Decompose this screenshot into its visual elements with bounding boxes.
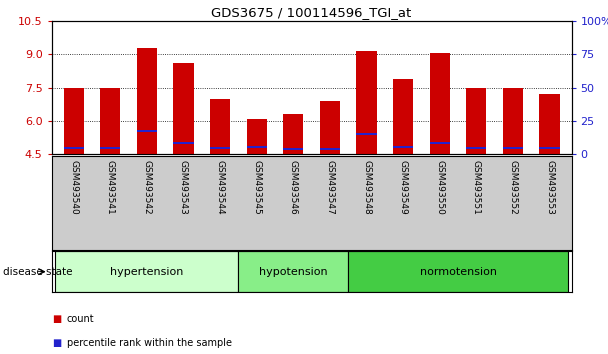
Bar <box>503 88 523 154</box>
Bar <box>64 148 84 149</box>
Bar <box>393 146 413 148</box>
Bar <box>137 130 157 132</box>
Text: GSM493548: GSM493548 <box>362 160 371 215</box>
Text: GSM493551: GSM493551 <box>472 160 481 215</box>
Text: GSM493541: GSM493541 <box>106 160 115 215</box>
Bar <box>320 148 340 150</box>
Text: GSM493550: GSM493550 <box>435 160 444 215</box>
Bar <box>356 51 376 154</box>
Bar <box>430 142 450 144</box>
Bar <box>210 147 230 149</box>
Text: hypotension: hypotension <box>259 267 328 277</box>
Bar <box>320 101 340 154</box>
Bar <box>64 88 84 154</box>
Bar <box>539 147 559 149</box>
Text: GSM493544: GSM493544 <box>216 160 224 215</box>
Text: ■: ■ <box>52 314 61 324</box>
Bar <box>430 53 450 154</box>
Text: GSM493545: GSM493545 <box>252 160 261 215</box>
Bar <box>247 119 267 154</box>
Text: ■: ■ <box>52 338 61 348</box>
Bar <box>210 99 230 154</box>
Bar <box>356 133 376 135</box>
Bar <box>283 148 303 150</box>
Text: normotension: normotension <box>420 267 497 277</box>
Bar <box>247 146 267 148</box>
Bar <box>539 94 559 154</box>
Bar <box>466 88 486 154</box>
Bar <box>393 79 413 154</box>
Text: hypertension: hypertension <box>110 267 184 277</box>
Text: GSM493542: GSM493542 <box>142 160 151 215</box>
Text: GSM493540: GSM493540 <box>69 160 78 215</box>
Bar <box>503 147 523 149</box>
Text: disease state: disease state <box>3 267 72 277</box>
Text: GSM493549: GSM493549 <box>399 160 407 215</box>
Text: GSM493546: GSM493546 <box>289 160 298 215</box>
Bar <box>173 142 193 144</box>
Bar <box>55 251 238 292</box>
Text: GSM493552: GSM493552 <box>508 160 517 215</box>
Bar <box>238 251 348 292</box>
Text: GSM493547: GSM493547 <box>325 160 334 215</box>
Bar <box>100 147 120 149</box>
Text: GSM493543: GSM493543 <box>179 160 188 215</box>
Text: GSM493553: GSM493553 <box>545 160 554 215</box>
Bar <box>137 48 157 154</box>
Bar <box>173 63 193 154</box>
Text: count: count <box>67 314 94 324</box>
Bar <box>283 114 303 154</box>
Bar <box>348 251 568 292</box>
Bar <box>466 147 486 149</box>
Title: GDS3675 / 100114596_TGI_at: GDS3675 / 100114596_TGI_at <box>212 6 412 19</box>
Text: percentile rank within the sample: percentile rank within the sample <box>67 338 232 348</box>
Bar <box>100 88 120 154</box>
